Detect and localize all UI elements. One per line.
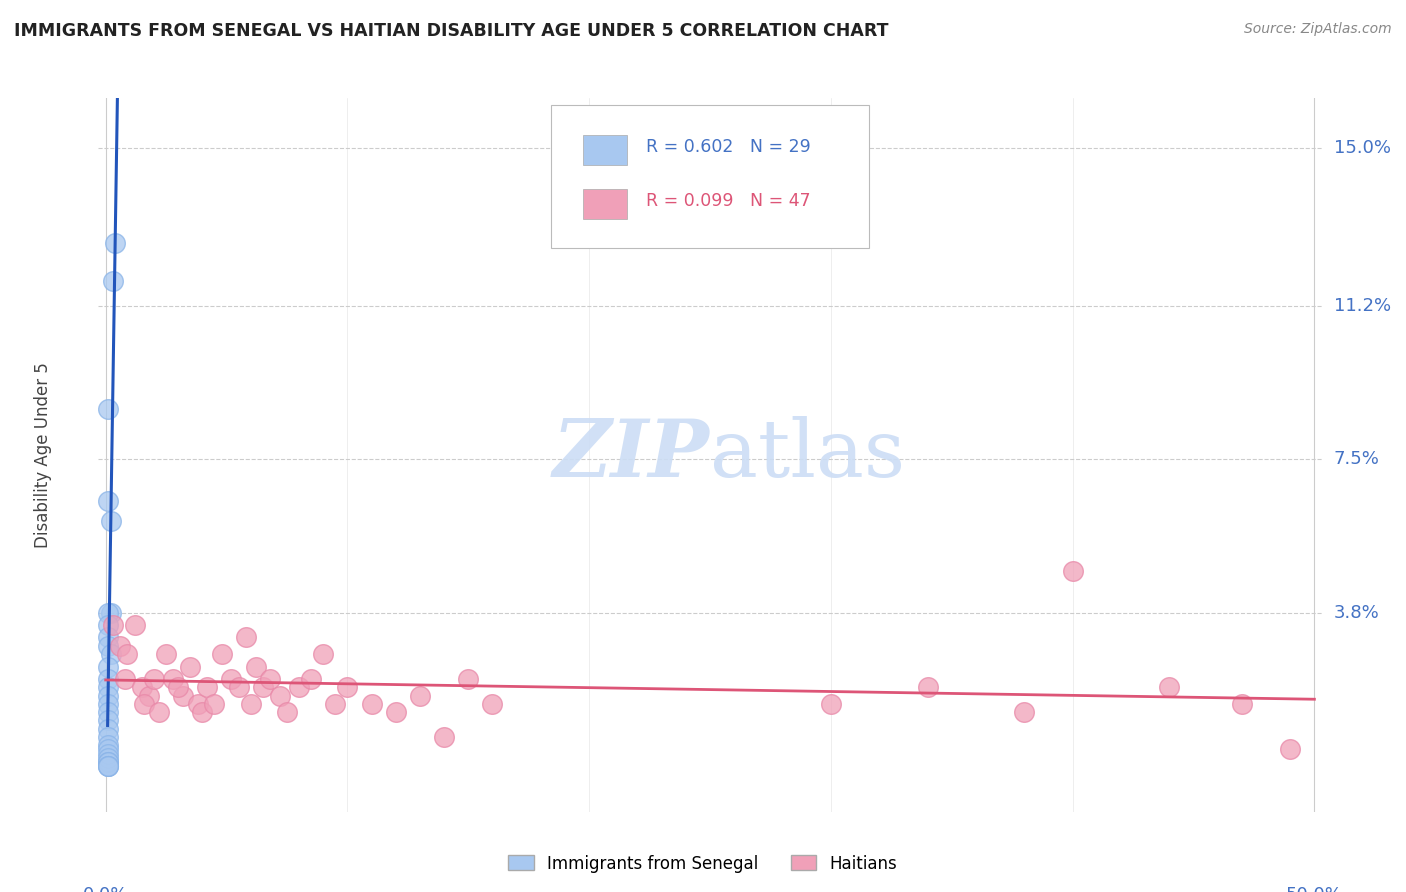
Point bbox=[138, 689, 160, 703]
Point bbox=[235, 631, 257, 645]
Point bbox=[204, 697, 226, 711]
Text: ZIP: ZIP bbox=[553, 417, 710, 493]
Point bbox=[1279, 742, 1302, 756]
Point bbox=[239, 697, 262, 711]
Point bbox=[288, 680, 311, 694]
Point bbox=[1230, 697, 1253, 711]
Point bbox=[148, 705, 170, 719]
Point bbox=[97, 672, 120, 686]
Point bbox=[97, 697, 120, 711]
Point bbox=[336, 680, 359, 694]
Point bbox=[97, 759, 120, 773]
Point bbox=[1159, 680, 1181, 694]
Point bbox=[1014, 705, 1036, 719]
Point bbox=[100, 606, 122, 620]
Point bbox=[124, 618, 146, 632]
Point bbox=[195, 680, 218, 694]
Point bbox=[191, 705, 214, 719]
Point bbox=[108, 639, 131, 653]
Point bbox=[97, 493, 120, 508]
Point bbox=[172, 689, 194, 703]
Point bbox=[162, 672, 184, 686]
Point bbox=[299, 672, 322, 686]
Point bbox=[409, 689, 432, 703]
Legend: Immigrants from Senegal, Haitians: Immigrants from Senegal, Haitians bbox=[502, 848, 904, 880]
Text: R = 0.602   N = 29: R = 0.602 N = 29 bbox=[647, 137, 811, 155]
Point bbox=[1062, 564, 1084, 578]
Point bbox=[97, 730, 120, 744]
Point bbox=[457, 672, 479, 686]
Text: 50.0%: 50.0% bbox=[1286, 887, 1343, 892]
Point bbox=[97, 631, 120, 645]
Point bbox=[97, 659, 120, 673]
Point bbox=[481, 697, 503, 711]
Point bbox=[97, 751, 120, 765]
Point bbox=[134, 697, 156, 711]
Point bbox=[167, 680, 190, 694]
Text: 0.0%: 0.0% bbox=[83, 887, 128, 892]
Point bbox=[131, 680, 153, 694]
Text: Source: ZipAtlas.com: Source: ZipAtlas.com bbox=[1244, 22, 1392, 37]
Point bbox=[155, 647, 177, 661]
Point bbox=[101, 618, 124, 632]
Point bbox=[221, 672, 243, 686]
Point bbox=[917, 680, 939, 694]
Point bbox=[259, 672, 281, 686]
Point bbox=[228, 680, 250, 694]
Point bbox=[97, 639, 120, 653]
Point bbox=[97, 618, 120, 632]
Point bbox=[97, 402, 120, 417]
Point bbox=[269, 689, 291, 703]
Text: IMMIGRANTS FROM SENEGAL VS HAITIAN DISABILITY AGE UNDER 5 CORRELATION CHART: IMMIGRANTS FROM SENEGAL VS HAITIAN DISAB… bbox=[14, 22, 889, 40]
Point bbox=[97, 742, 120, 756]
Text: R = 0.099   N = 47: R = 0.099 N = 47 bbox=[647, 192, 811, 210]
Text: 3.8%: 3.8% bbox=[1334, 604, 1379, 622]
Point bbox=[97, 747, 120, 761]
Point bbox=[97, 759, 120, 773]
Point bbox=[186, 697, 208, 711]
Point bbox=[97, 755, 120, 769]
Point bbox=[820, 697, 842, 711]
Point bbox=[97, 739, 120, 753]
Point bbox=[100, 647, 122, 661]
Point bbox=[97, 680, 120, 694]
Point bbox=[312, 647, 335, 661]
Point bbox=[114, 672, 136, 686]
Point bbox=[97, 606, 120, 620]
Point bbox=[211, 647, 233, 661]
FancyBboxPatch shape bbox=[583, 189, 627, 219]
Point bbox=[97, 689, 120, 703]
Point bbox=[276, 705, 298, 719]
Text: 7.5%: 7.5% bbox=[1334, 450, 1379, 468]
Point bbox=[104, 236, 127, 251]
Point bbox=[97, 759, 120, 773]
Point bbox=[143, 672, 166, 686]
Point bbox=[97, 722, 120, 736]
Point bbox=[245, 659, 267, 673]
Point bbox=[97, 714, 120, 728]
Point bbox=[97, 755, 120, 769]
Point bbox=[384, 705, 406, 719]
Point bbox=[323, 697, 346, 711]
Text: atlas: atlas bbox=[710, 416, 905, 494]
Point bbox=[100, 514, 122, 528]
Text: 11.2%: 11.2% bbox=[1334, 296, 1391, 315]
Point bbox=[97, 705, 120, 719]
Point bbox=[179, 659, 201, 673]
FancyBboxPatch shape bbox=[551, 105, 869, 248]
Text: Disability Age Under 5: Disability Age Under 5 bbox=[34, 362, 52, 548]
Point bbox=[252, 680, 274, 694]
Point bbox=[360, 697, 382, 711]
FancyBboxPatch shape bbox=[583, 135, 627, 165]
Point bbox=[117, 647, 139, 661]
Point bbox=[433, 730, 456, 744]
Point bbox=[101, 274, 124, 288]
Text: 15.0%: 15.0% bbox=[1334, 139, 1391, 157]
